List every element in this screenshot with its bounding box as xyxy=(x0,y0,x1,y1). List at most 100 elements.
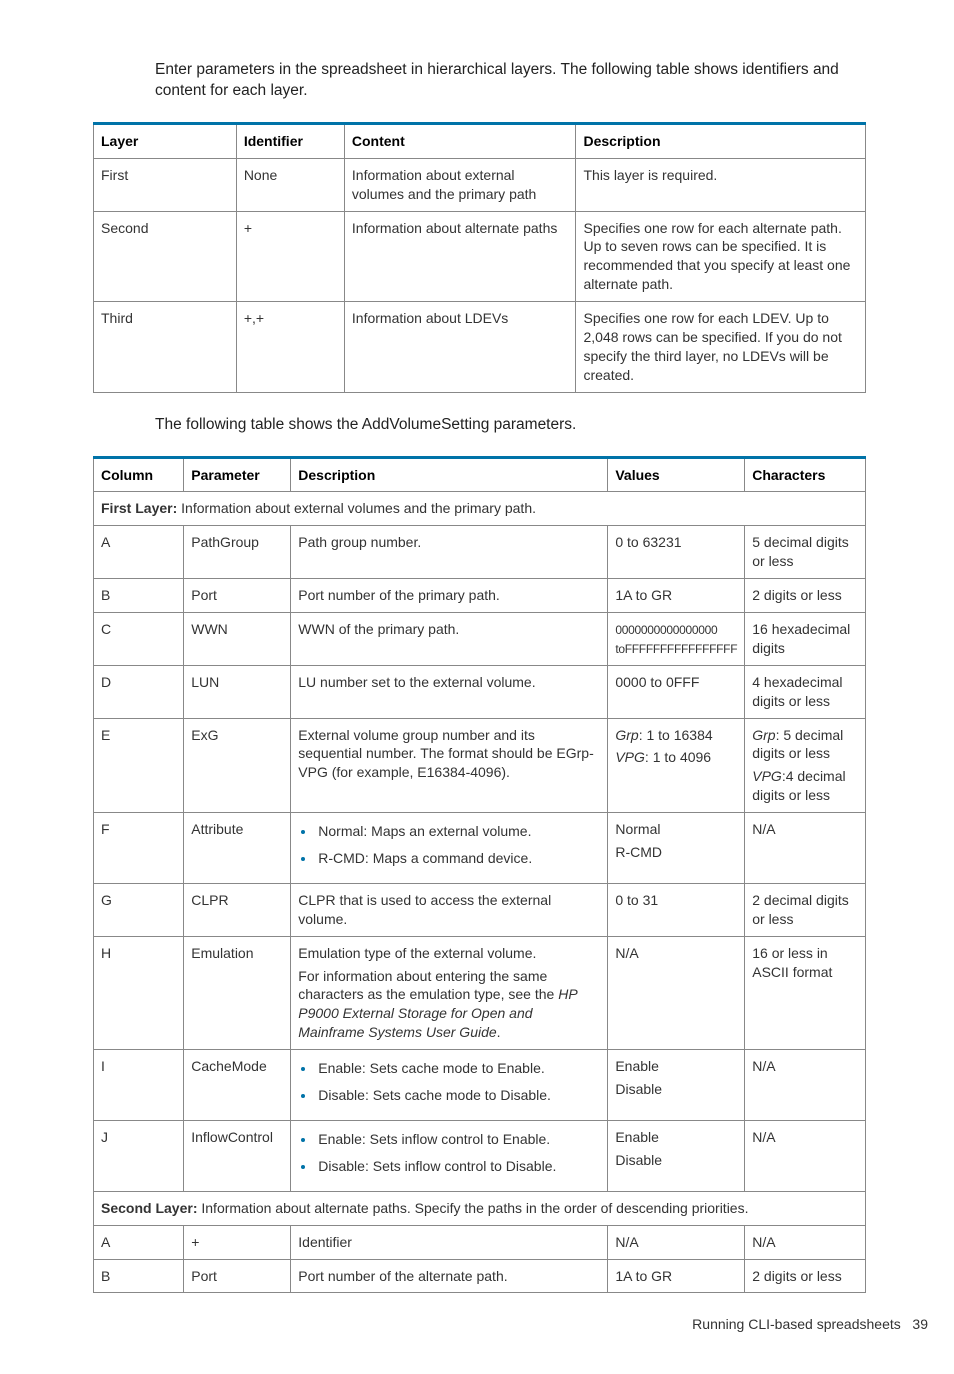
characters-cell: 4 hexadecimal digits or less xyxy=(745,665,866,718)
description-cell: WWN of the primary path. xyxy=(291,613,608,666)
characters-cell: 5 decimal digits or less xyxy=(745,526,866,579)
table-header: Values xyxy=(608,457,745,492)
table-cell: Information about alternate paths xyxy=(344,211,576,302)
description-cell: Path group number. xyxy=(291,526,608,579)
layers-table: LayerIdentifierContentDescription FirstN… xyxy=(93,122,866,393)
parameter-cell: CacheMode xyxy=(184,1050,291,1121)
table-header: Description xyxy=(291,457,608,492)
parameter-cell: PathGroup xyxy=(184,526,291,579)
table-row: BPortPort number of the alternate path.1… xyxy=(94,1259,866,1293)
parameter-cell: Port xyxy=(184,1259,291,1293)
characters-cell: N/A xyxy=(745,813,866,884)
intro-paragraph: Enter parameters in the spreadsheet in h… xyxy=(155,60,866,102)
parameter-cell: CLPR xyxy=(184,883,291,936)
values-cell: Grp: 1 to 16384VPG: 1 to 4096 xyxy=(608,718,745,813)
table-row: FirstNoneInformation about external volu… xyxy=(94,158,866,211)
description-cell: Enable: Sets cache mode to Enable.Disabl… xyxy=(291,1050,608,1121)
table-cell: Specifies one row for each LDEV. Up to 2… xyxy=(576,302,866,393)
table-cell: Third xyxy=(94,302,237,393)
characters-cell: 2 digits or less xyxy=(745,579,866,613)
parameters-table: ColumnParameterDescriptionValuesCharacte… xyxy=(93,456,866,1294)
table-row: HEmulationEmulation type of the external… xyxy=(94,936,866,1049)
column-cell: I xyxy=(94,1050,184,1121)
table-cell: Information about LDEVs xyxy=(344,302,576,393)
characters-cell: N/A xyxy=(745,1225,866,1259)
table-cell: First xyxy=(94,158,237,211)
values-cell: 0 to 63231 xyxy=(608,526,745,579)
values-cell: 0 to 31 xyxy=(608,883,745,936)
table-cell: None xyxy=(236,158,344,211)
section-cell: Second Layer: Information about alternat… xyxy=(94,1191,866,1225)
table-row: EExGExternal volume group number and its… xyxy=(94,718,866,813)
table-row: ICacheModeEnable: Sets cache mode to Ena… xyxy=(94,1050,866,1121)
table-cell: Information about external volumes and t… xyxy=(344,158,576,211)
values-cell: NormalR-CMD xyxy=(608,813,745,884)
description-cell: Port number of the primary path. xyxy=(291,579,608,613)
section-row: Second Layer: Information about alternat… xyxy=(94,1191,866,1225)
parameter-cell: + xyxy=(184,1225,291,1259)
values-cell: 0000 to 0FFF xyxy=(608,665,745,718)
values-cell: EnableDisable xyxy=(608,1050,745,1121)
characters-cell: Grp: 5 decimal digits or lessVPG:4 decim… xyxy=(745,718,866,813)
table-row: CWWNWWN of the primary path.000000000000… xyxy=(94,613,866,666)
column-cell: F xyxy=(94,813,184,884)
section-row: First Layer: Information about external … xyxy=(94,492,866,526)
characters-cell: N/A xyxy=(745,1050,866,1121)
table-cell: + xyxy=(236,211,344,302)
table-header: Parameter xyxy=(184,457,291,492)
table-row: JInflowControlEnable: Sets inflow contro… xyxy=(94,1120,866,1191)
mid-paragraph: The following table shows the AddVolumeS… xyxy=(155,415,866,436)
footer-label: Running CLI-based spreadsheets xyxy=(692,1316,901,1332)
table-header: Layer xyxy=(94,123,237,158)
table-row: Third+,+Information about LDEVsSpecifies… xyxy=(94,302,866,393)
values-cell: N/A xyxy=(608,1225,745,1259)
table-header: Characters xyxy=(745,457,866,492)
characters-cell: 2 decimal digits or less xyxy=(745,883,866,936)
parameter-cell: WWN xyxy=(184,613,291,666)
values-cell: 1A to GR xyxy=(608,1259,745,1293)
table-row: Second+Information about alternate paths… xyxy=(94,211,866,302)
values-cell: 0000000000000000 toFFFFFFFFFFFFFFFF xyxy=(608,613,745,666)
column-cell: E xyxy=(94,718,184,813)
description-cell: Identifier xyxy=(291,1225,608,1259)
column-cell: A xyxy=(94,526,184,579)
description-cell: LU number set to the external volume. xyxy=(291,665,608,718)
table-row: APathGroupPath group number.0 to 632315 … xyxy=(94,526,866,579)
parameter-cell: Port xyxy=(184,579,291,613)
footer-page-number: 39 xyxy=(912,1316,928,1332)
parameter-cell: Attribute xyxy=(184,813,291,884)
description-cell: CLPR that is used to access the external… xyxy=(291,883,608,936)
column-cell: J xyxy=(94,1120,184,1191)
table-row: BPortPort number of the primary path.1A … xyxy=(94,579,866,613)
characters-cell: 16 or less in ASCII format xyxy=(745,936,866,1049)
characters-cell: 16 hexadecimal digits xyxy=(745,613,866,666)
table-row: A+IdentifierN/AN/A xyxy=(94,1225,866,1259)
column-cell: D xyxy=(94,665,184,718)
column-cell: B xyxy=(94,579,184,613)
column-cell: G xyxy=(94,883,184,936)
table-header: Column xyxy=(94,457,184,492)
description-cell: Normal: Maps an external volume.R-CMD: M… xyxy=(291,813,608,884)
table-header: Content xyxy=(344,123,576,158)
description-cell: External volume group number and its seq… xyxy=(291,718,608,813)
characters-cell: N/A xyxy=(745,1120,866,1191)
description-cell: Enable: Sets inflow control to Enable.Di… xyxy=(291,1120,608,1191)
table-cell: Second xyxy=(94,211,237,302)
description-cell: Port number of the alternate path. xyxy=(291,1259,608,1293)
page-footer: Running CLI-based spreadsheets 39 xyxy=(155,1315,928,1334)
description-cell: Emulation type of the external volume.Fo… xyxy=(291,936,608,1049)
parameter-cell: InflowControl xyxy=(184,1120,291,1191)
table-cell: This layer is required. xyxy=(576,158,866,211)
table-header: Identifier xyxy=(236,123,344,158)
parameter-cell: ExG xyxy=(184,718,291,813)
table-row: GCLPRCLPR that is used to access the ext… xyxy=(94,883,866,936)
values-cell: N/A xyxy=(608,936,745,1049)
column-cell: B xyxy=(94,1259,184,1293)
table-row: FAttributeNormal: Maps an external volum… xyxy=(94,813,866,884)
parameter-cell: LUN xyxy=(184,665,291,718)
parameter-cell: Emulation xyxy=(184,936,291,1049)
table-row: DLUNLU number set to the external volume… xyxy=(94,665,866,718)
table-cell: +,+ xyxy=(236,302,344,393)
column-cell: H xyxy=(94,936,184,1049)
table-cell: Specifies one row for each alternate pat… xyxy=(576,211,866,302)
